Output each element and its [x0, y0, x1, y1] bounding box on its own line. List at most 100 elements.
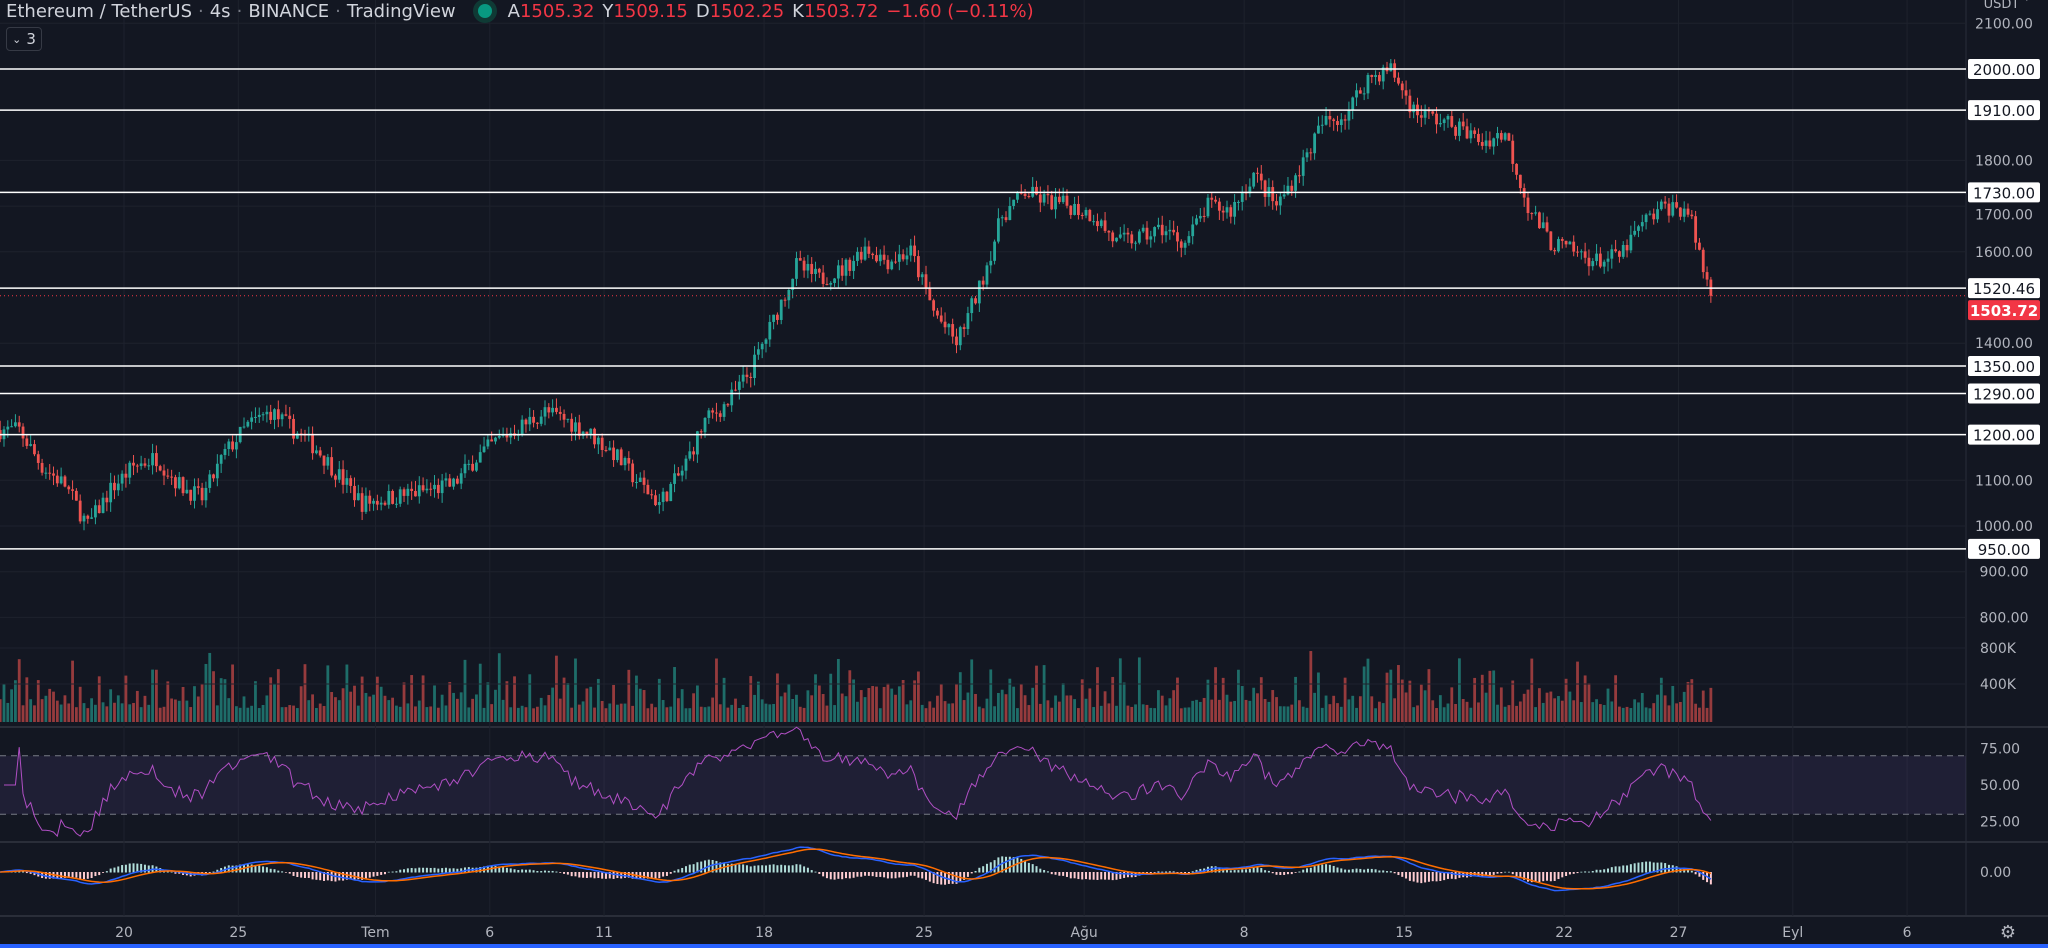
- macd-histogram-bar: [593, 872, 596, 879]
- volume-bar: [1176, 677, 1179, 722]
- volume-tick-label: 800K: [1980, 641, 2017, 657]
- volume-bar: [730, 704, 734, 722]
- candle-body: [429, 488, 433, 490]
- candle-body: [802, 260, 806, 271]
- candle-body: [623, 457, 627, 466]
- candle-body: [783, 299, 787, 301]
- volume-bar: [147, 704, 151, 722]
- volume-bar: [128, 704, 132, 722]
- macd-histogram-bar: [258, 865, 261, 873]
- indicators-collapse-button[interactable]: ⌄ 3: [6, 27, 42, 51]
- candle-body: [368, 495, 372, 504]
- candle-body: [547, 407, 551, 413]
- candle-body: [292, 418, 295, 439]
- macd-histogram-bar: [1450, 872, 1453, 879]
- volume-bar: [1019, 684, 1023, 722]
- volume-bar: [1290, 704, 1294, 722]
- volume-bar: [1377, 701, 1381, 722]
- volume-bar: [890, 688, 894, 722]
- candle-body: [1176, 232, 1179, 242]
- macd-histogram-bar: [1492, 872, 1495, 875]
- volume-bar: [1252, 687, 1256, 722]
- volume-bar: [1153, 708, 1157, 722]
- volume-bar: [1480, 674, 1484, 722]
- macd-histogram-bar: [643, 872, 646, 879]
- candle-body: [1576, 251, 1579, 253]
- macd-histogram-bar: [532, 870, 535, 873]
- volume-bar: [996, 692, 1000, 722]
- volume-bar: [113, 702, 116, 722]
- candle-body: [619, 449, 623, 466]
- volume-bar: [162, 706, 166, 722]
- time-tick-label: Ağu: [1070, 925, 1097, 941]
- volume-bar: [322, 706, 326, 722]
- macd-histogram-bar: [864, 872, 867, 876]
- volume-bar: [417, 700, 421, 722]
- volume-bar: [425, 707, 429, 722]
- candle-body: [1206, 197, 1210, 217]
- macd-histogram-bar: [1431, 872, 1434, 882]
- volume-bar: [958, 672, 962, 722]
- volume-bar: [1130, 706, 1134, 722]
- macd-histogram-bar: [380, 872, 383, 875]
- candle-body: [1057, 196, 1061, 203]
- candle-body: [1591, 261, 1595, 267]
- macd-histogram-bar: [1515, 872, 1518, 877]
- gear-icon[interactable]: ⚙: [2000, 922, 2016, 943]
- volume-bar: [612, 684, 615, 722]
- candle-body: [185, 489, 189, 494]
- macd-histogram-bar: [917, 872, 920, 878]
- volume-bar: [74, 707, 78, 722]
- volume-bar: [863, 697, 867, 722]
- interval[interactable]: 4s: [209, 0, 231, 22]
- macd-histogram-bar: [1347, 869, 1350, 873]
- macd-histogram-bar: [494, 866, 497, 873]
- volume-bar: [1088, 688, 1092, 722]
- macd-histogram-bar: [1309, 867, 1312, 873]
- level-label-box: [1968, 182, 2040, 203]
- candle-body: [398, 489, 402, 504]
- candle-body: [1134, 242, 1137, 244]
- time-tick-label: Eyl: [1782, 925, 1803, 941]
- macd-histogram-bar: [132, 863, 135, 873]
- macd-histogram-bar: [109, 868, 112, 873]
- volume-bar: [1389, 669, 1393, 722]
- volume-bar: [532, 708, 535, 722]
- macd-histogram-bar: [505, 867, 508, 873]
- macd-histogram-bar: [1298, 871, 1301, 873]
- candle-body: [1332, 119, 1336, 122]
- macd-histogram-bar: [856, 872, 859, 877]
- macd-histogram-bar: [159, 868, 162, 873]
- volume-bar: [387, 700, 391, 722]
- macd-histogram-bar: [1366, 868, 1369, 873]
- volume-bar: [55, 700, 59, 722]
- candle-body: [10, 426, 14, 428]
- macd-histogram-bar: [1069, 872, 1072, 879]
- candle-body: [791, 278, 795, 291]
- candle-body: [844, 259, 848, 276]
- candle-body: [128, 462, 132, 478]
- volume-bar: [1210, 699, 1214, 722]
- rsi-line: [4, 726, 1712, 838]
- macd-histogram-bar: [784, 865, 787, 873]
- candle-body: [97, 505, 101, 514]
- volume-bar: [1598, 704, 1602, 722]
- volume-bar: [1099, 705, 1103, 722]
- volume-bar: [280, 707, 284, 722]
- volume-bar: [276, 669, 280, 722]
- macd-histogram-bar: [452, 868, 455, 873]
- volume-bar: [1610, 701, 1614, 722]
- macd-histogram-bar: [418, 867, 421, 873]
- candle-body: [1480, 141, 1484, 146]
- macd-histogram-bar: [1191, 871, 1194, 873]
- macd-histogram-bar: [1359, 868, 1362, 873]
- macd-histogram-bar: [1526, 872, 1529, 882]
- volume-bar: [1499, 687, 1503, 722]
- candle-body: [1290, 185, 1294, 191]
- volume-bar: [657, 678, 661, 722]
- macd-histogram-bar: [1065, 872, 1068, 877]
- volume-bar: [1042, 665, 1046, 722]
- currency-selector[interactable]: USDT ˅: [1984, 0, 2030, 12]
- symbol-name[interactable]: Ethereum / TetherUS: [6, 0, 192, 22]
